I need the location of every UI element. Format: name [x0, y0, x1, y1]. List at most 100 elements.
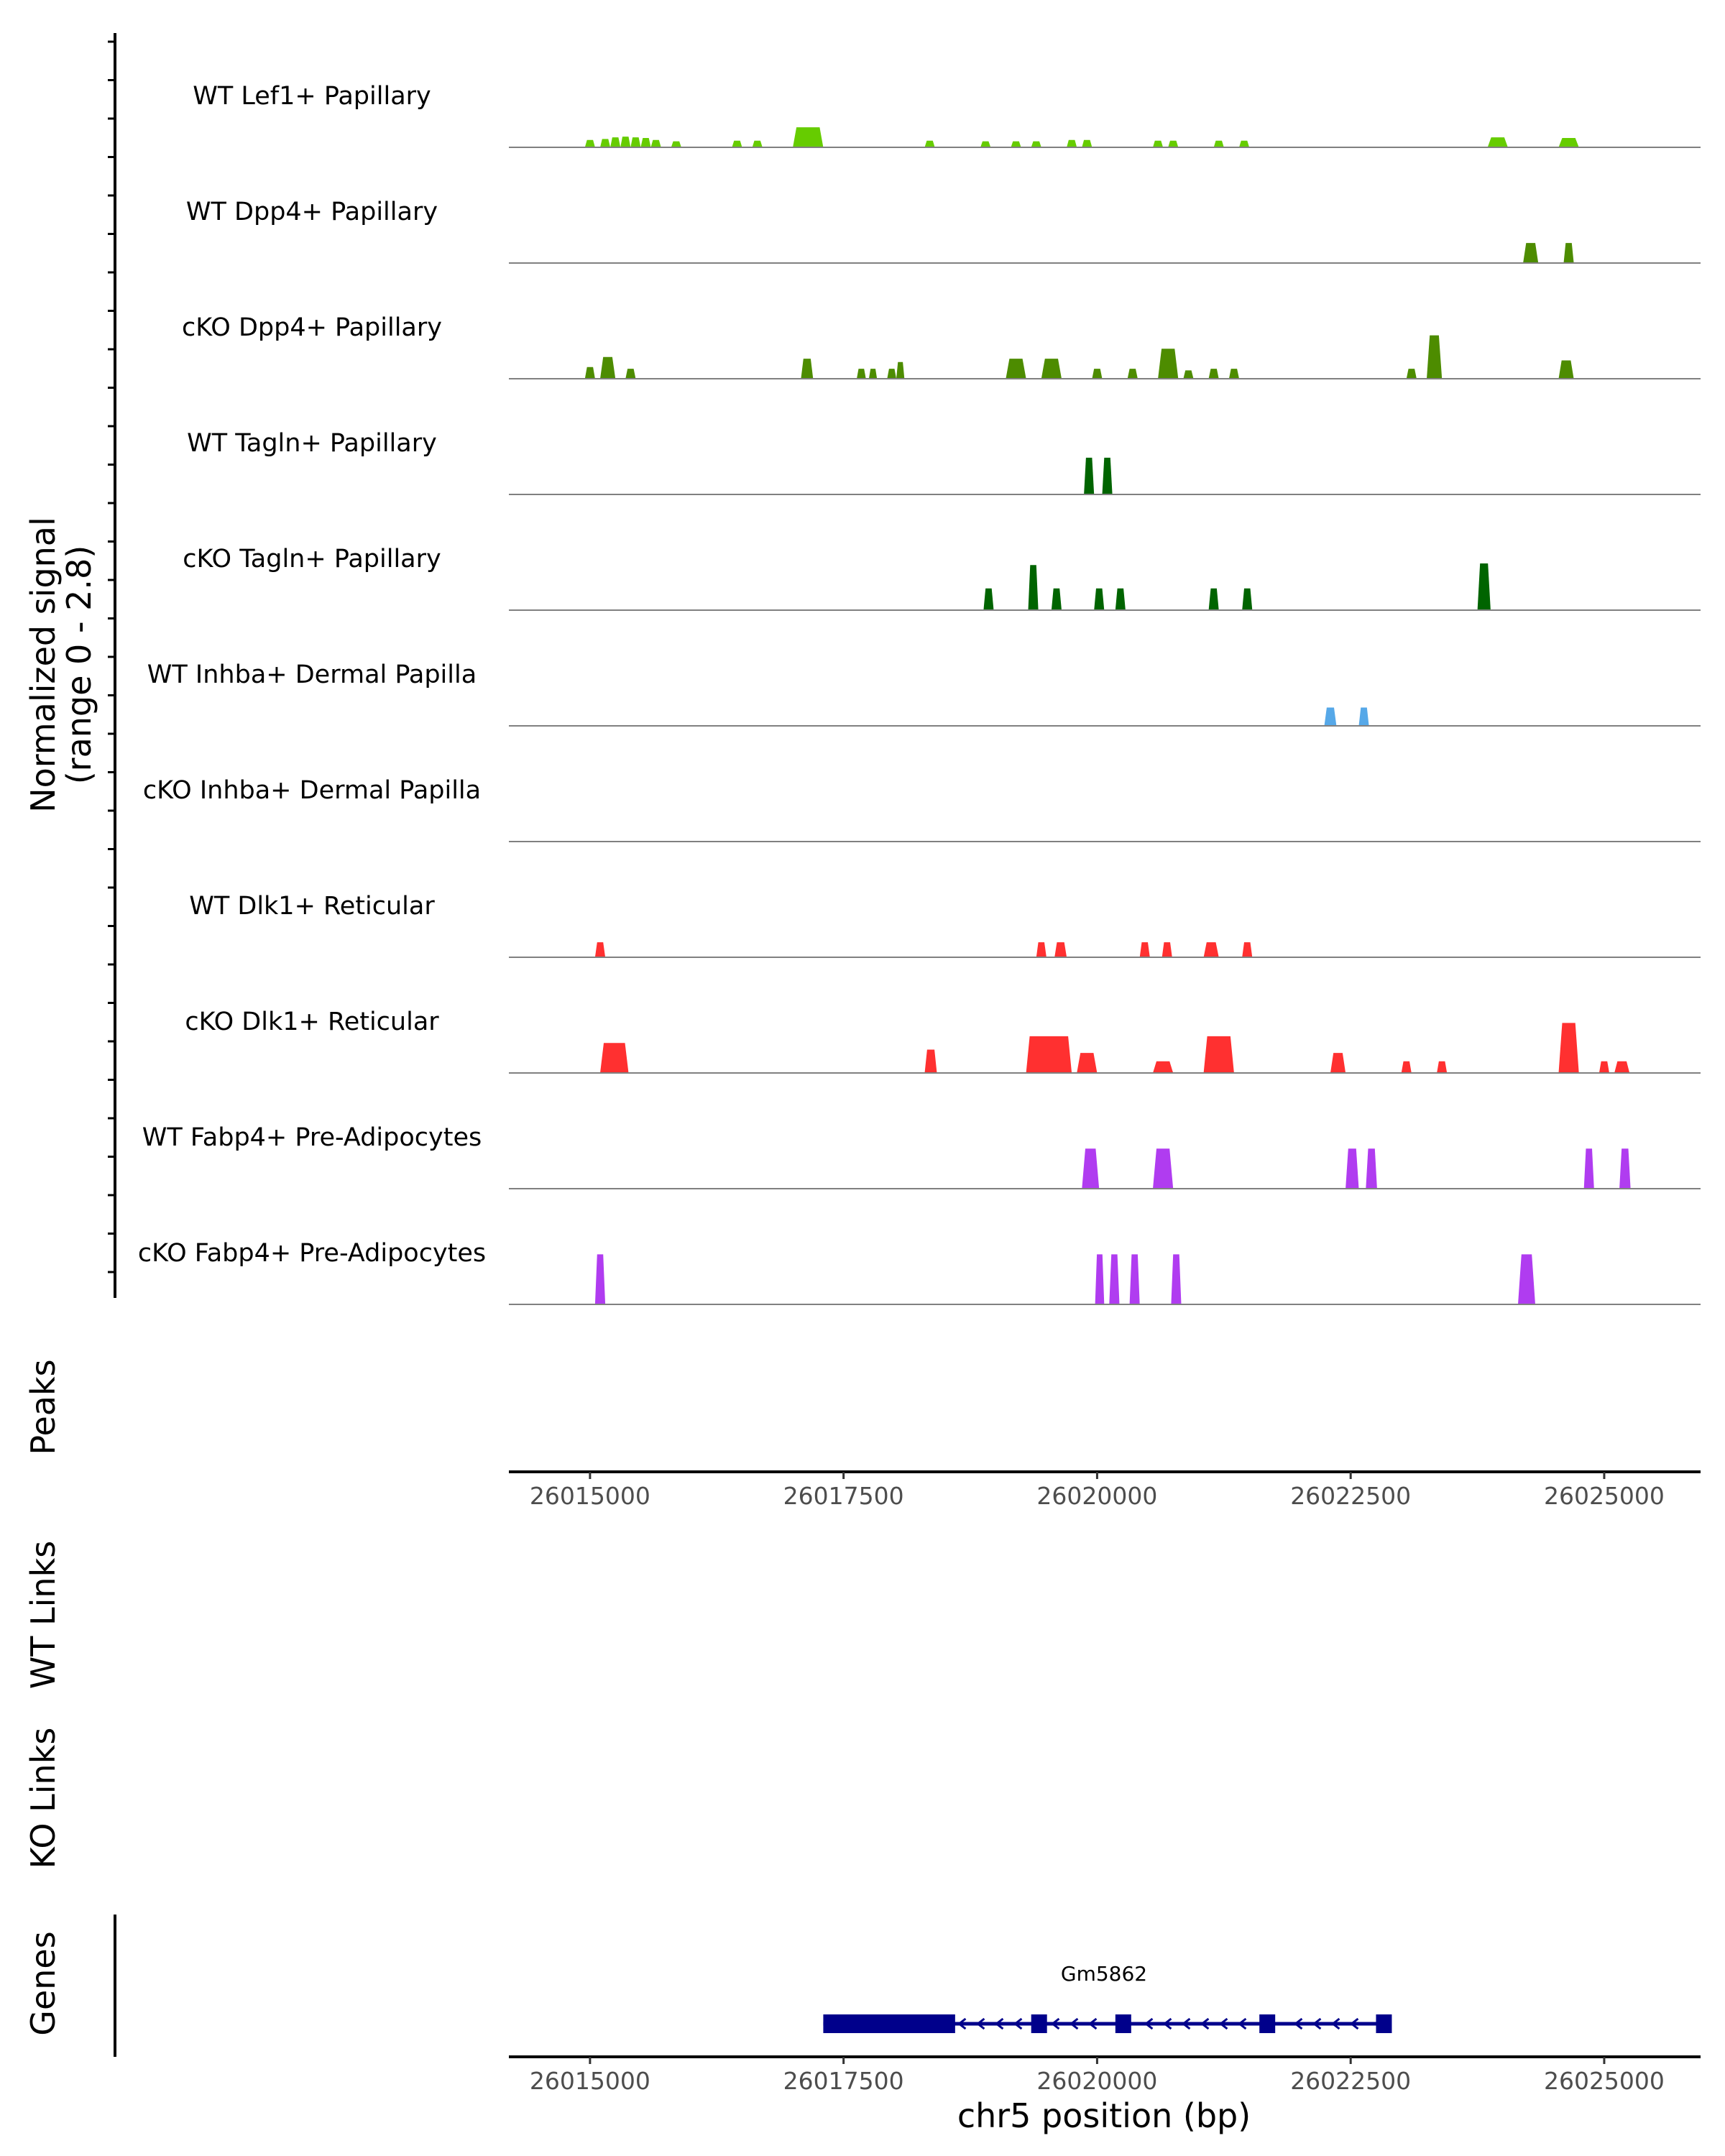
- x-tick-label-bottom: 26020000: [1036, 2067, 1157, 2095]
- coverage-peak: [1239, 140, 1250, 147]
- coverage-peak: [1523, 243, 1539, 263]
- coverage-peak: [1031, 141, 1041, 147]
- coverage-peak: [1358, 707, 1369, 726]
- coverage-peak: [625, 369, 636, 379]
- coverage-peak: [1518, 1254, 1535, 1304]
- y-axis-range-label: (range 0 - 2.8): [60, 545, 98, 785]
- track-2: cKO Dpp4+ Papillary: [182, 313, 1701, 379]
- strand-arrow: [975, 2017, 985, 2030]
- strand-arrow: [957, 2017, 967, 2030]
- x-axis-top-ticks: 26015000 26017500 26020000 26022500 26025000: [530, 1472, 1665, 1510]
- gene-exon: [823, 2014, 955, 2033]
- coverage-peak: [1067, 139, 1077, 147]
- coverage-peak: [1437, 1061, 1448, 1073]
- coverage-peak: [610, 137, 621, 147]
- coverage-peak: [1583, 1148, 1594, 1189]
- coverage-peak: [650, 139, 661, 147]
- strand-arrow: [1237, 2017, 1247, 2030]
- strand-arrow: [1050, 2017, 1060, 2030]
- strand-arrow: [1087, 2017, 1098, 2030]
- coverage-peak: [594, 942, 606, 957]
- track-label: cKO Fabp4+ Pre-Adipocytes: [138, 1239, 486, 1268]
- track-label: WT Inhba+ Dermal Papilla: [147, 660, 477, 689]
- coverage-peak: [1006, 359, 1026, 379]
- track-label: WT Tagln+ Papillary: [187, 429, 437, 458]
- x-tick-label-top: 26015000: [530, 1482, 650, 1510]
- strand-arrow: [1162, 2017, 1172, 2030]
- wt-links-panel-label: WT Links: [24, 1541, 63, 1689]
- strand-arrow: [994, 2017, 1004, 2030]
- track-8: cKO Dlk1+ Reticular: [185, 1008, 1701, 1074]
- coverage-peak: [1102, 457, 1113, 494]
- coverage-peak: [1558, 360, 1574, 379]
- coverage-peak: [857, 369, 866, 379]
- x-tick-label-bottom: 26022500: [1290, 2067, 1411, 2095]
- gene-exon: [1115, 2014, 1131, 2033]
- coverage-peak: [980, 141, 991, 147]
- coverage-peak: [640, 138, 651, 147]
- track-9: WT Fabp4+ Pre-Adipocytes: [142, 1123, 1701, 1189]
- track-label: cKO Dpp4+ Papillary: [182, 313, 442, 342]
- track-6: cKO Inhba+ Dermal Papilla: [143, 776, 1701, 842]
- track-label: WT Dpp4+ Papillary: [186, 198, 438, 226]
- coverage-peak: [1077, 1053, 1098, 1073]
- coverage-peak: [600, 356, 616, 379]
- coverage-peak: [868, 369, 878, 379]
- coverage-peak: [801, 359, 814, 379]
- coverage-peak: [1109, 1254, 1120, 1304]
- coverage-peak: [1208, 588, 1219, 610]
- coverage-peak: [1011, 141, 1021, 147]
- coverage-peak: [1092, 369, 1103, 379]
- track-1: WT Dpp4+ Papillary: [186, 198, 1701, 264]
- coverage-peak: [1171, 1254, 1182, 1304]
- coverage-peak: [1228, 369, 1239, 379]
- track-0: WT Lef1+ Papillary: [193, 82, 1701, 148]
- coverage-peak: [1346, 1148, 1359, 1189]
- coverage-peak: [1082, 139, 1092, 147]
- coverage-peak: [1213, 140, 1224, 147]
- coverage-peak: [1203, 1036, 1234, 1073]
- track-7: WT Dlk1+ Reticular: [189, 892, 1701, 958]
- coverage-peak: [983, 588, 994, 610]
- coverage-peak: [1242, 588, 1253, 610]
- coverage-peak: [1139, 942, 1150, 957]
- coverage-peak: [887, 369, 896, 379]
- ko-links-panel-label: KO Links: [24, 1728, 63, 1869]
- track-label: cKO Inhba+ Dermal Papilla: [143, 776, 481, 805]
- track-4: cKO Tagln+ Papillary: [183, 545, 1701, 611]
- coverage-peak: [1153, 1061, 1174, 1073]
- coverage-peak: [1094, 588, 1105, 610]
- coverage-peak: [1153, 140, 1164, 147]
- x-tick-label-bottom: 26015000: [530, 2067, 650, 2095]
- strand-arrow: [1013, 2017, 1023, 2030]
- peaks-panel-label: Peaks: [24, 1359, 63, 1455]
- coverage-peak: [1330, 1053, 1346, 1073]
- coverage-peak: [1036, 942, 1046, 957]
- y-axis-ticks: [108, 40, 115, 1273]
- genes-panel-label: Genes: [24, 1931, 63, 2035]
- coverage-peak: [1129, 1254, 1140, 1304]
- coverage-peak: [600, 139, 611, 147]
- coverage-peak: [1242, 942, 1253, 957]
- gene-exon: [1259, 2014, 1276, 2033]
- coverage-peak: [600, 1043, 629, 1073]
- track-label: WT Lef1+ Papillary: [193, 82, 431, 111]
- track-5: WT Inhba+ Dermal Papilla: [147, 660, 1701, 727]
- x-tick-label-bottom: 26025000: [1544, 2067, 1665, 2095]
- coverage-peak: [1183, 370, 1194, 379]
- coverage-peak: [1084, 457, 1095, 494]
- coverage-peak: [1041, 359, 1062, 379]
- coverage-peak: [1614, 1061, 1630, 1073]
- coverage-peak: [1158, 349, 1179, 379]
- coverage-peak: [1127, 369, 1138, 379]
- coverage-peak: [1558, 1023, 1579, 1073]
- strand-arrow: [1200, 2017, 1210, 2030]
- coverage-peak: [1082, 1148, 1100, 1189]
- coverage-peak: [1153, 1148, 1174, 1189]
- strand-arrow: [1144, 2017, 1154, 2030]
- coverage-peak: [1563, 243, 1574, 263]
- x-tick-label-top: 26025000: [1544, 1482, 1665, 1510]
- coverage-peak: [1168, 140, 1179, 147]
- gene-model: [823, 2014, 1392, 2033]
- coverage-peak: [1619, 1148, 1631, 1189]
